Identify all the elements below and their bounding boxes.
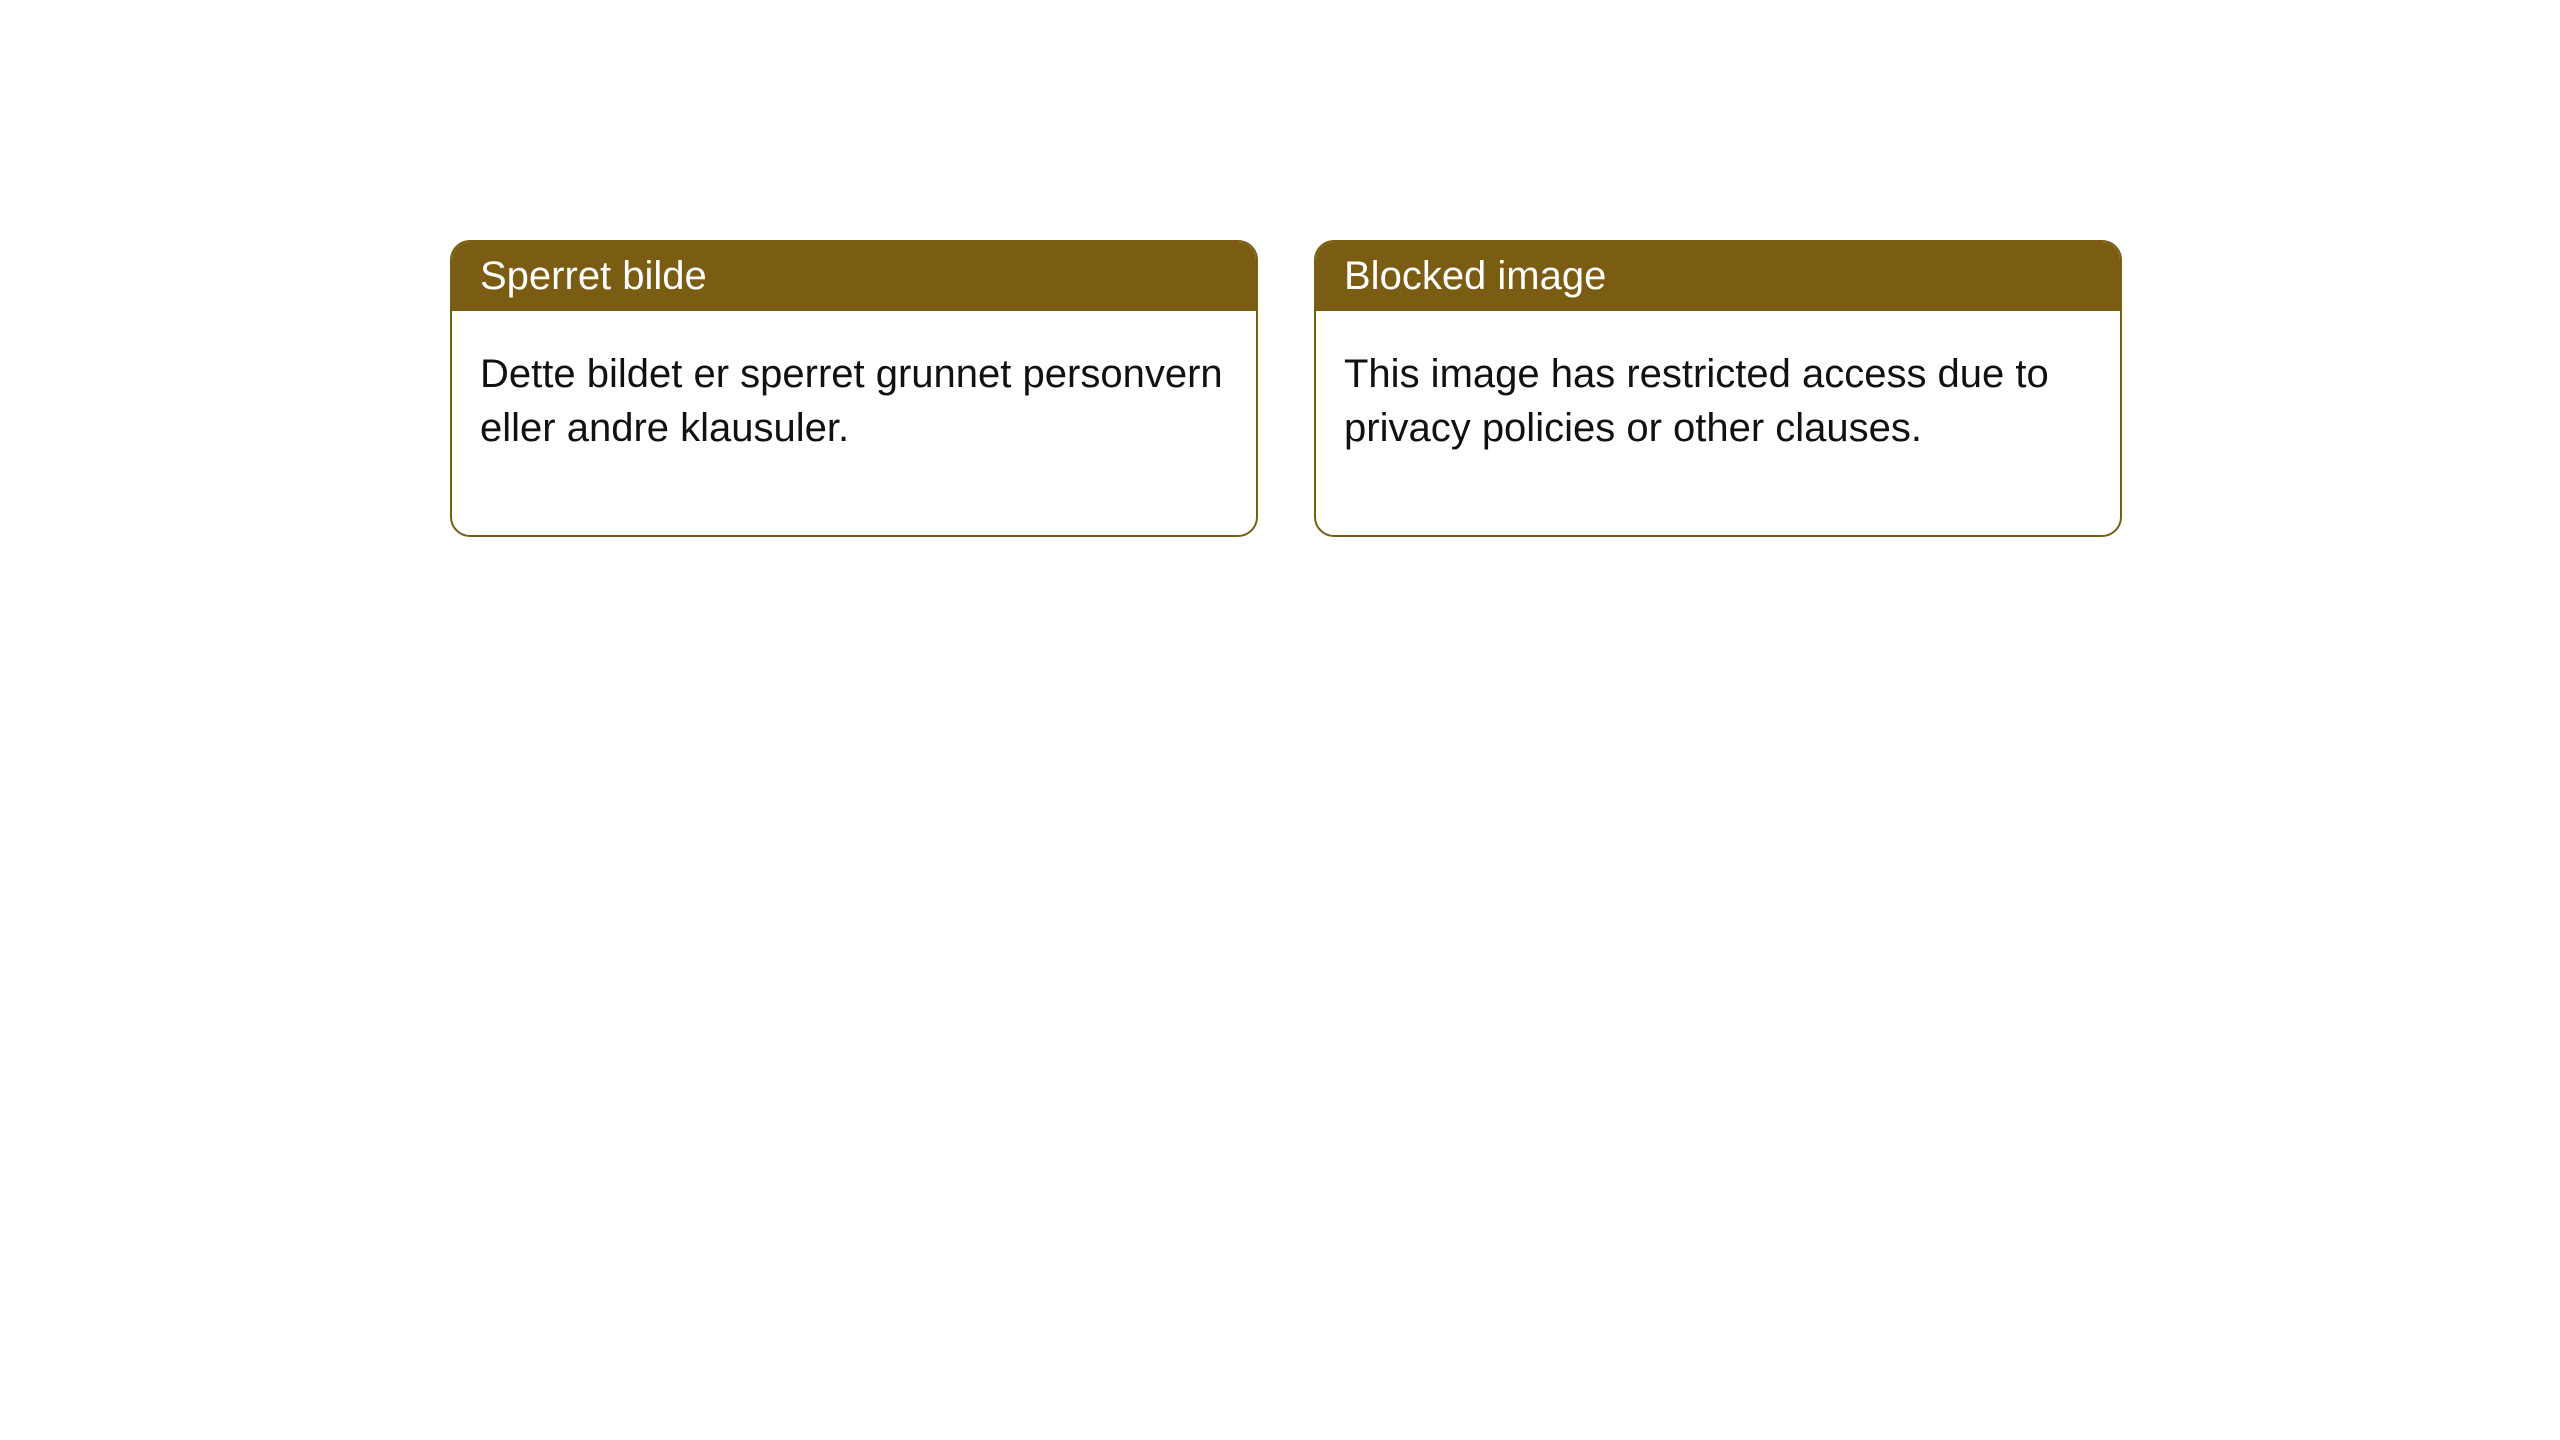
- card-title: Blocked image: [1344, 254, 1606, 298]
- card-header: Sperret bilde: [452, 242, 1256, 311]
- blocked-image-card-en: Blocked image This image has restricted …: [1314, 240, 2122, 537]
- card-message: This image has restricted access due to …: [1344, 352, 2049, 450]
- card-body: This image has restricted access due to …: [1316, 311, 2120, 535]
- card-message: Dette bildet er sperret grunnet personve…: [480, 352, 1223, 450]
- card-header: Blocked image: [1316, 242, 2120, 311]
- blocked-image-card-no: Sperret bilde Dette bildet er sperret gr…: [450, 240, 1258, 537]
- notice-container: Sperret bilde Dette bildet er sperret gr…: [450, 240, 2122, 537]
- card-title: Sperret bilde: [480, 254, 707, 298]
- card-body: Dette bildet er sperret grunnet personve…: [452, 311, 1256, 535]
